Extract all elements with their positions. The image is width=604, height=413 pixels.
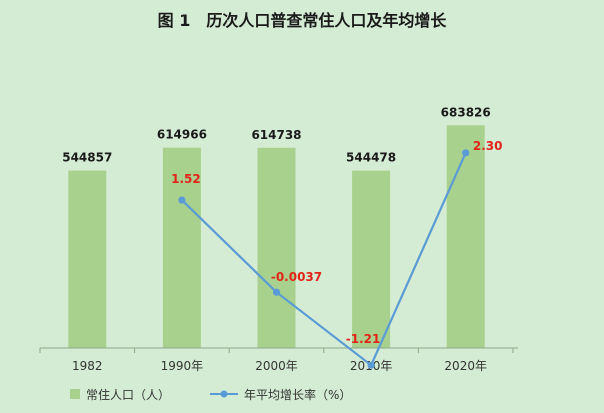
bar-value-label: 614966 <box>157 128 207 142</box>
bar-value-label: 544478 <box>346 151 396 165</box>
legend-line-marker <box>220 390 228 398</box>
growth-rate-line <box>181 152 467 367</box>
growth-rate-label: -0.0037 <box>271 270 322 284</box>
bar-value-label: 614738 <box>251 128 301 142</box>
legend: 常住人口（人） 年平均增长率（%） <box>70 387 351 402</box>
chart-title: 图 1 历次人口普查常住人口及年均增长 <box>158 11 448 30</box>
x-tick-label: 2000年 <box>255 359 298 373</box>
growth-rate-point <box>272 288 281 296</box>
x-tick-label: 1982 <box>72 359 103 373</box>
bar <box>162 147 201 348</box>
bar-value-label: 544857 <box>62 151 112 165</box>
growth-rate-label: 1.52 <box>171 172 201 186</box>
growth-rate-label: 2.30 <box>473 139 503 153</box>
bar <box>257 147 296 348</box>
growth-rate-point <box>462 149 470 157</box>
bar <box>68 170 107 348</box>
growth-rate-point <box>367 361 375 369</box>
bar <box>446 125 485 349</box>
growth-rate-label: -1.21 <box>346 332 381 346</box>
bar <box>352 170 391 348</box>
bar-value-label: 683826 <box>441 105 491 119</box>
legend-bar-label: 常住人口（人） <box>86 388 170 402</box>
bars-layer: 544857 614966 614738 544478 683826 <box>62 105 491 349</box>
growth-rate-point <box>178 196 186 204</box>
x-tick-label: 2020年 <box>444 359 487 373</box>
x-axis: 19821990年2000年2010年2020年 <box>39 347 518 373</box>
legend-bar-swatch <box>70 389 80 399</box>
line-series-layer: 1.52 -0.0037 -1.21 2.30 <box>171 139 503 369</box>
legend-line-label: 年平均增长率（%） <box>244 387 351 402</box>
x-tick-label: 1990年 <box>161 359 204 373</box>
